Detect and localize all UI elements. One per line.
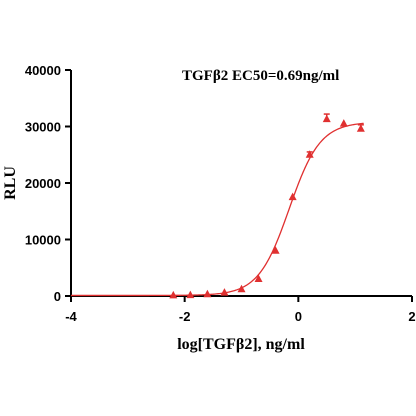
fit-curve-group (71, 122, 364, 297)
x-tick-label: -4 (65, 309, 77, 324)
x-tick-label: 0 (295, 309, 302, 324)
data-point (237, 284, 246, 293)
data-point (254, 274, 263, 283)
data-point (186, 290, 195, 299)
data-point (220, 288, 229, 296)
ec50-annotation: TGFβ2 EC50=0.69ng/ml (182, 68, 339, 84)
data-point (288, 192, 297, 201)
y-tick-label: 20000 (25, 176, 61, 191)
x-tick-label: -2 (179, 309, 191, 324)
axes: 0 10000 20000 30000 40000 -4 -2 0 2 (25, 63, 416, 324)
data-points-group (169, 113, 365, 299)
data-point (169, 290, 178, 299)
data-point (339, 119, 348, 127)
x-axis-title: log[TGFβ2], ng/ml (177, 336, 305, 353)
y-tick-label: 40000 (25, 63, 61, 78)
y-tick-label: 0 (54, 289, 61, 304)
data-point (271, 246, 280, 254)
y-axis-title: RLU (2, 166, 19, 200)
data-point (305, 150, 314, 158)
data-point (322, 114, 331, 123)
x-tick-label: 2 (408, 309, 415, 324)
data-point (356, 124, 365, 132)
data-point (203, 289, 212, 298)
y-tick-label: 30000 (25, 120, 61, 135)
y-tick-label: 10000 (25, 233, 61, 248)
fit-curve (71, 122, 364, 297)
